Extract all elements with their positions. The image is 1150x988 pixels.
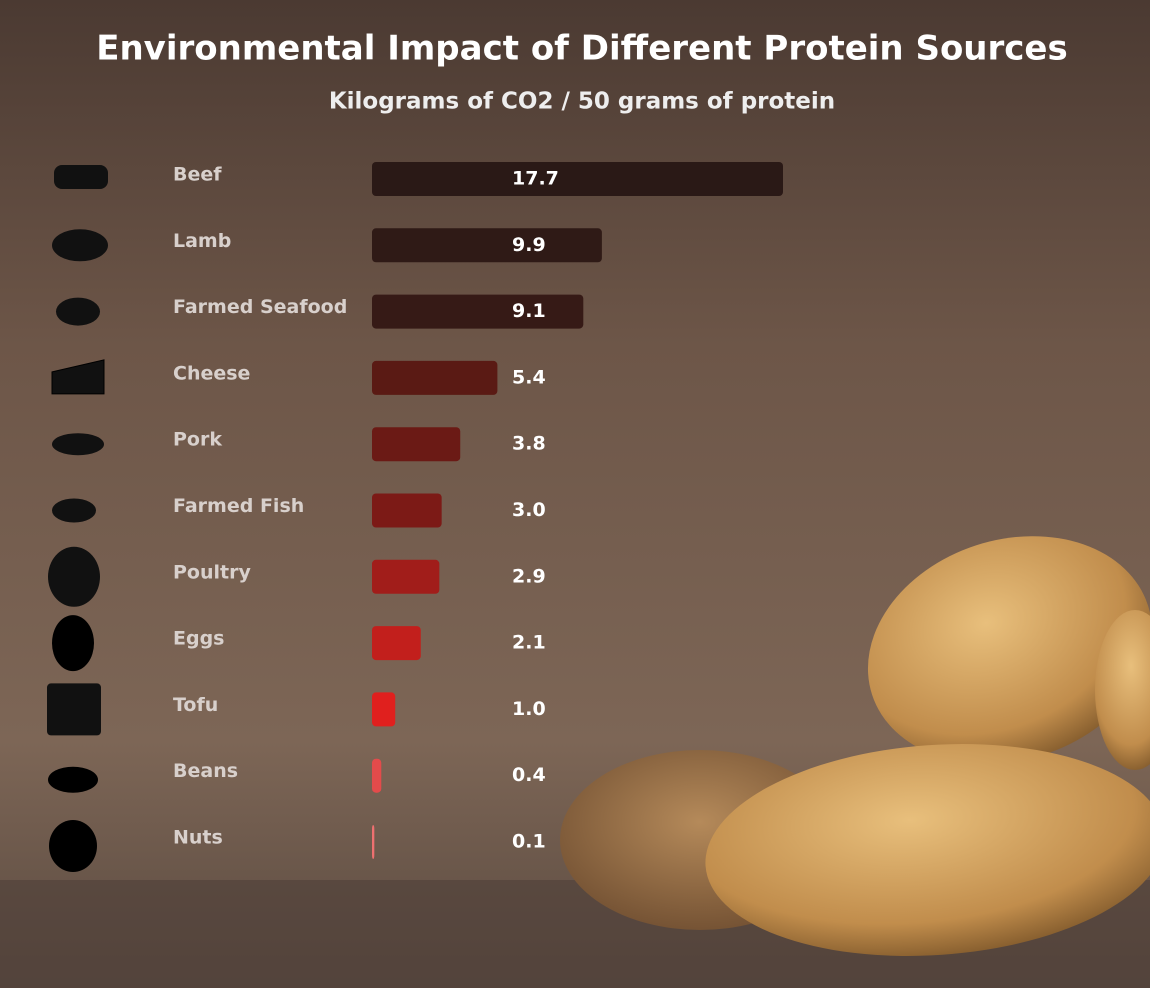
value-label: 1.0 [512, 698, 546, 720]
value-label: 0.4 [512, 764, 546, 786]
bar [372, 825, 375, 859]
bar [372, 162, 783, 196]
value-label: 2.9 [512, 565, 546, 587]
category-label: Cheese [173, 362, 250, 384]
peanuts [560, 536, 1150, 956]
value-label: 5.4 [512, 366, 546, 388]
icon [52, 433, 104, 456]
category-label: Beans [173, 760, 238, 782]
icon [52, 498, 96, 523]
category-label: Farmed Fish [173, 495, 304, 517]
bar [372, 692, 396, 727]
bar [372, 427, 461, 462]
bar [372, 493, 442, 528]
icon [56, 297, 100, 326]
value-label: 0.1 [512, 831, 546, 853]
value-label: 3.0 [512, 499, 546, 521]
category-label: Tofu [173, 694, 218, 716]
icon [49, 820, 97, 872]
icon [48, 766, 98, 793]
category-label: Eggs [173, 628, 225, 650]
icon [51, 359, 105, 395]
bar [372, 228, 602, 263]
bar [372, 294, 584, 329]
category-label: Poultry [173, 561, 251, 583]
icon [48, 546, 100, 607]
icon [47, 683, 101, 736]
bar [372, 360, 498, 395]
bar [372, 758, 382, 793]
value-label: 9.1 [512, 300, 546, 322]
value-label: 9.9 [512, 234, 546, 256]
icon [54, 165, 108, 189]
value-label: 3.8 [512, 433, 546, 455]
value-label: 2.1 [512, 632, 546, 654]
category-label: Beef [173, 164, 222, 186]
icon [52, 229, 108, 262]
value-label: 17.7 [512, 168, 559, 190]
icon [52, 615, 94, 672]
chart-subtitle: Kilograms of CO2 / 50 grams of protein [329, 89, 835, 115]
category-label: Lamb [173, 230, 231, 252]
bar [372, 626, 421, 661]
category-label: Nuts [173, 827, 223, 849]
chart-title: Environmental Impact of Different Protei… [96, 29, 1067, 69]
category-label: Pork [173, 429, 222, 451]
category-label: Farmed Seafood [173, 296, 347, 318]
bar [372, 559, 440, 594]
